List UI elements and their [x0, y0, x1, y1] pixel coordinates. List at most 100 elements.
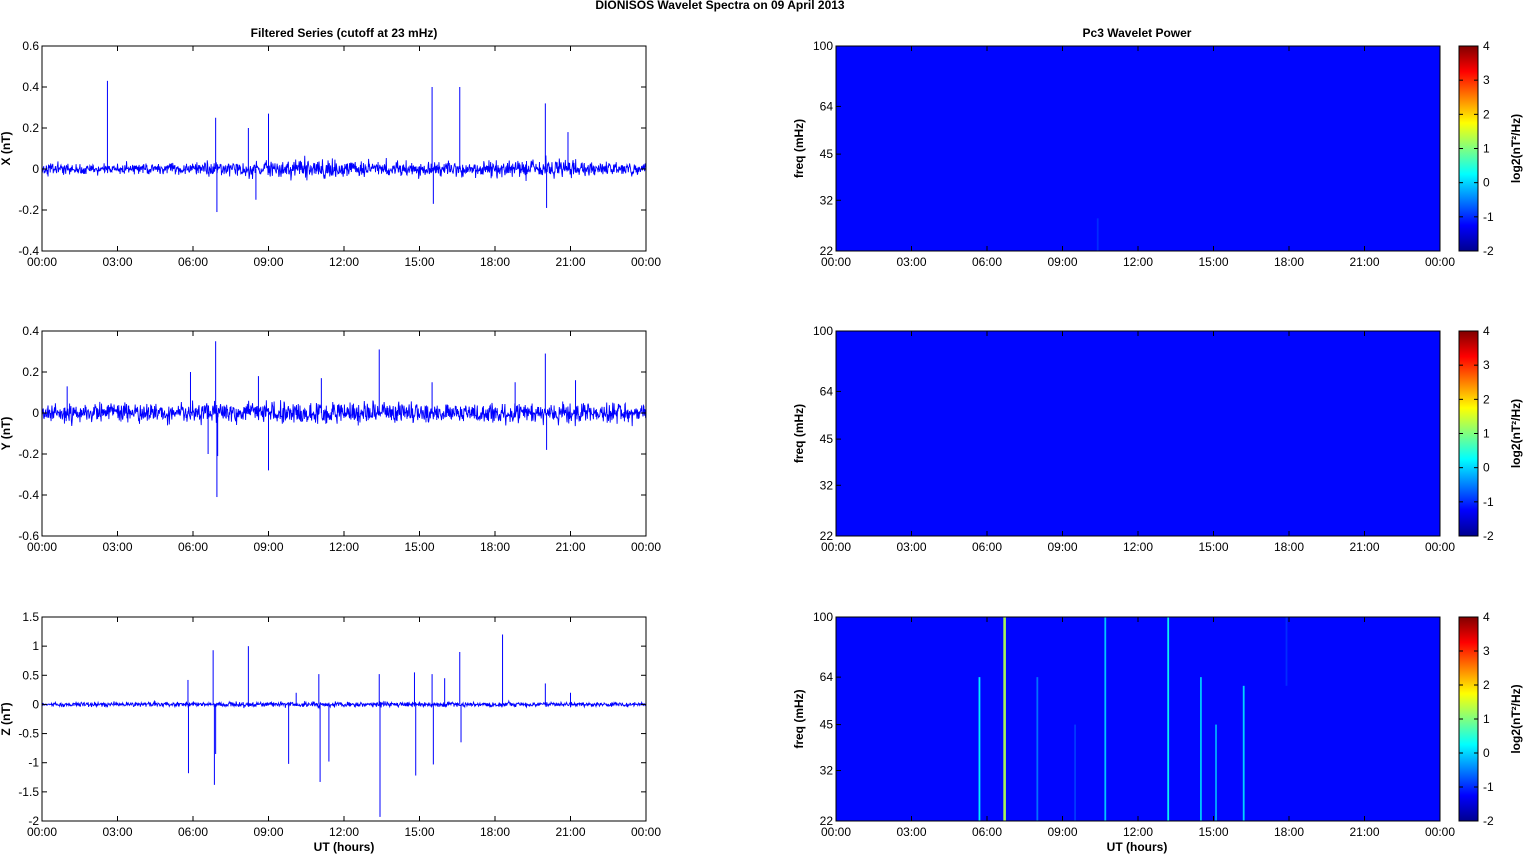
y-tick-label-4: 22 — [820, 814, 834, 828]
power-streak-9 — [1285, 617, 1288, 686]
plot-area — [42, 617, 646, 821]
colorbar-tick-label-2: 2 — [1483, 678, 1490, 692]
colorbar-tick-label-1: 3 — [1483, 644, 1490, 658]
x-tick-label-right-0: 00:00 — [821, 255, 851, 269]
power-streak-2 — [1036, 677, 1039, 821]
x-tick-label-left-4: 12:00 — [329, 255, 359, 269]
y-tick-label-3: -0.2 — [18, 447, 39, 461]
colorbar-tick-label-0: 4 — [1483, 610, 1490, 624]
y-tick-label-0: 1.5 — [22, 610, 39, 624]
x-tick-label-left-0: 00:00 — [27, 255, 57, 269]
x-tick-label-right-4: 12:00 — [1123, 825, 1153, 839]
x-tick-label-left-4: 12:00 — [329, 825, 359, 839]
x-tick-label-left-0: 00:00 — [27, 540, 57, 554]
series-panel-3: 1.510.50-0.5-1-1.5-200:00 03:00 06:00 09:00… — [0, 610, 661, 839]
x-tick-label-left-0: 00:00 — [27, 825, 57, 839]
x-tick-label-left-3: 09:00 — [253, 540, 283, 554]
colorbar-tick-label-5: -1 — [1483, 780, 1494, 794]
y-tick-label-2: 45 — [820, 718, 834, 732]
x-tick-label-right-4: 12:00 — [1123, 540, 1153, 554]
y-tick-label-4: 22 — [820, 529, 834, 543]
y-axis-label: freq (mHz) — [792, 689, 806, 748]
colorbar-tick-label-0: 4 — [1483, 39, 1490, 53]
x-tick-label-left-7: 21:00 — [555, 255, 585, 269]
colorbar-tick-label-4: 0 — [1483, 176, 1490, 190]
x-tick-label-right-5: 15:00 — [1198, 825, 1228, 839]
x-tick-label-right-8: 00:00 — [1425, 540, 1455, 554]
power-streak-4 — [1104, 617, 1107, 821]
x-tick-label-left-4: 12:00 — [329, 540, 359, 554]
x-tick-label-left-5: 15:00 — [404, 540, 434, 554]
x-tick-label-left-8: 00:00 — [631, 825, 661, 839]
x-tick-label-right-2: 06:00 — [972, 825, 1002, 839]
x-tick-label-left-1: 03:00 — [102, 540, 132, 554]
x-tick-label-right-0: 00:00 — [821, 540, 851, 554]
y-tick-label-3: 32 — [820, 478, 834, 492]
y-tick-label-0: 0.6 — [22, 39, 39, 53]
x-tick-label-left-1: 03:00 — [102, 825, 132, 839]
x-tick-label-left-8: 00:00 — [631, 540, 661, 554]
x-tick-label-right-6: 18:00 — [1274, 825, 1304, 839]
x-tick-label-right-3: 09:00 — [1047, 540, 1077, 554]
y-tick-label-4: -0.2 — [18, 203, 39, 217]
x-tick-label-right-3: 09:00 — [1047, 825, 1077, 839]
figure-title: DIONISOS Wavelet Spectra on 09 April 201… — [595, 0, 845, 12]
y-tick-label-4: 22 — [820, 244, 834, 258]
heatmap-background — [836, 46, 1440, 251]
x-tick-label-right-7: 21:00 — [1349, 255, 1379, 269]
x-tick-label-right-3: 09:00 — [1047, 255, 1077, 269]
colorbar-tick-label-3: 1 — [1483, 427, 1490, 441]
x-tick-label-right-4: 12:00 — [1123, 255, 1153, 269]
colorbar-tick-label-5: -1 — [1483, 495, 1494, 509]
power-streak-0 — [978, 677, 981, 821]
power-streak-7 — [1215, 724, 1217, 821]
x-tick-label-left-6: 18:00 — [480, 825, 510, 839]
y-tick-label-2: 0.5 — [22, 668, 39, 682]
y-tick-label-5: -0.6 — [18, 529, 39, 543]
x-tick-label-right-7: 21:00 — [1349, 540, 1379, 554]
power-streak-8 — [1242, 685, 1245, 821]
x-tick-label-right-6: 18:00 — [1274, 255, 1304, 269]
x-tick-label-right-7: 21:00 — [1349, 825, 1379, 839]
heatmap-background — [836, 331, 1440, 536]
y-tick-label-1: 64 — [820, 670, 834, 684]
colorbar-tick-label-6: -2 — [1483, 244, 1494, 258]
power-streak-6 — [1200, 677, 1202, 821]
x-tick-label-right-6: 18:00 — [1274, 540, 1304, 554]
y-tick-label-0: 100 — [813, 324, 833, 338]
colorbar-label: log2(nT²/Hz) — [1509, 114, 1523, 183]
x-tick-label-right-1: 03:00 — [896, 255, 926, 269]
x-tick-label-left-5: 15:00 — [404, 825, 434, 839]
x-axis-label-left: UT (hours) — [314, 840, 375, 854]
x-tick-label-right-5: 15:00 — [1198, 540, 1228, 554]
y-tick-label-7: -2 — [28, 814, 39, 828]
x-tick-label-left-7: 21:00 — [555, 825, 585, 839]
y-axis-label: Y (nT) — [0, 417, 13, 451]
x-tick-label-left-3: 09:00 — [253, 825, 283, 839]
x-tick-label-right-2: 06:00 — [972, 540, 1002, 554]
colorbar-tick-label-5: -1 — [1483, 210, 1494, 224]
y-axis-label: freq (mHz) — [792, 119, 806, 178]
y-tick-label-1: 0.2 — [22, 365, 39, 379]
power-streak-1 — [1003, 617, 1006, 821]
x-tick-label-right-0: 00:00 — [821, 825, 851, 839]
x-tick-label-left-2: 06:00 — [178, 540, 208, 554]
x-tick-label-right-8: 00:00 — [1425, 825, 1455, 839]
plot-area — [42, 46, 646, 251]
series-panel-1: 0.60.40.20-0.2-0.400:00 03:00 06:00 09:00 12… — [0, 39, 661, 269]
x-tick-label-left-7: 21:00 — [555, 540, 585, 554]
y-tick-label-2: 45 — [820, 432, 834, 446]
y-axis-label: freq (mHz) — [792, 404, 806, 463]
colorbar-tick-label-0: 4 — [1483, 324, 1490, 338]
colorbar-label: log2(nT²/Hz) — [1509, 684, 1523, 753]
x-axis-label-right: UT (hours) — [1107, 840, 1168, 854]
x-tick-label-right-8: 00:00 — [1425, 255, 1455, 269]
colorbar-tick-label-6: -2 — [1483, 529, 1494, 543]
x-tick-label-left-6: 18:00 — [480, 540, 510, 554]
y-tick-label-3: 32 — [820, 764, 834, 778]
power-streak-0 — [1096, 218, 1099, 251]
y-tick-label-6: -1.5 — [18, 785, 39, 799]
